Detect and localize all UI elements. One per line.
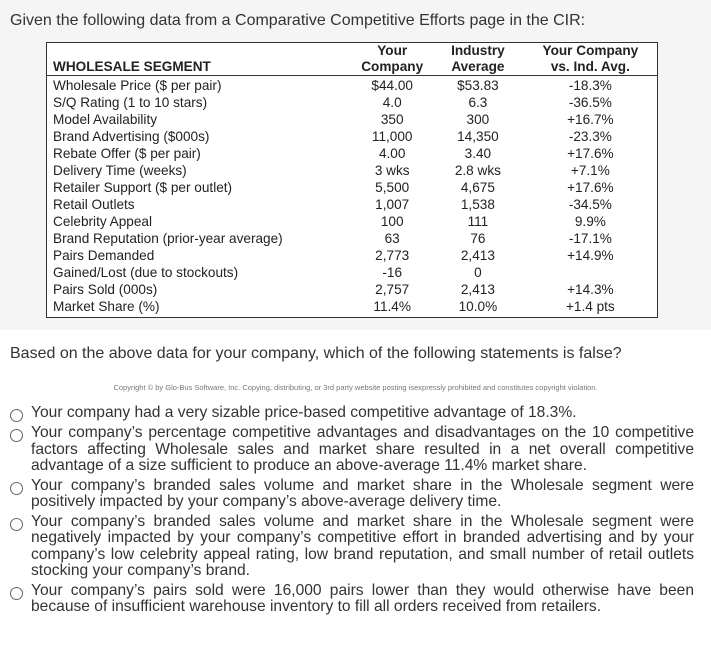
industry-average-value: 14,350 [457, 128, 499, 144]
industry-average-value: 111 [467, 213, 489, 229]
answer-options: Your company had a very sizable price-ba… [10, 404, 694, 619]
answer-option[interactable]: Your company had a very sizable price-ba… [10, 404, 694, 422]
row-label: Model Availability [53, 111, 158, 127]
table-row: S/Q Rating (1 to 10 stars) 4.0 6.3 -36.5% [47, 94, 658, 111]
vs-industry-value: +14.3% [567, 281, 614, 297]
table-row: Retailer Support ($ per outlet) 5,500 4,67… [47, 179, 658, 196]
row-label: Brand Advertising ($000s) [53, 128, 210, 144]
row-label: Pairs Demanded [53, 247, 155, 263]
header-vs-industry: Your Company vs. Ind. Avg. [523, 42, 658, 76]
answer-option-text: Your company’s percentage competitive ad… [31, 424, 694, 474]
your-company-value: 4.00 [378, 145, 406, 161]
table-row: Gained/Lost (due to stockouts) -16 0 [47, 264, 658, 281]
your-company-value: 1,007 [375, 196, 410, 212]
header-industry-average: Industry Average [432, 42, 524, 76]
answer-option[interactable]: Your company’s percentage competitive ad… [10, 424, 694, 475]
your-company-value: 5,500 [375, 179, 410, 195]
your-company-value: 3 wks [374, 162, 410, 178]
industry-average-value: 0 [474, 264, 482, 280]
your-company-value: 11,000 [371, 128, 413, 144]
header-segment: WHOLESALE SEGMENT [46, 42, 353, 76]
answer-option[interactable]: Your company’s pairs sold were 16,000 pa… [10, 581, 694, 616]
industry-average-value: 2,413 [460, 281, 495, 297]
table-row: Market Share (%) 11.4% 10.0% +1.4 pts [47, 298, 658, 318]
industry-average-value: 2.8 wks [454, 162, 501, 178]
answer-option-text: Your company’s branded sales volume and … [31, 476, 694, 510]
table-body: Wholesale Price ($ per pair) $44.00 $53.83… [47, 76, 658, 318]
row-label: Retail Outlets [53, 196, 135, 212]
table-header-row: WHOLESALE SEGMENT Your Company Industry Av… [46, 42, 658, 76]
your-company-value: 11.4% [373, 298, 411, 314]
your-company-value: 63 [384, 230, 400, 246]
answer-radio-button[interactable] [10, 586, 23, 600]
answer-option-text: Your company had a very sizable price-ba… [31, 404, 577, 421]
your-company-value: 100 [380, 213, 404, 229]
vs-industry-value: -34.5% [568, 196, 612, 212]
vs-industry-value: -17.1% [568, 230, 612, 246]
table-row: Model Availability 350 300 +16.7% [47, 111, 658, 128]
table-row: Wholesale Price ($ per pair) $44.00 $53.83… [47, 76, 658, 95]
data-section: Given the following data from a Comparat… [0, 0, 711, 330]
answer-radio-button[interactable] [10, 517, 23, 531]
table-row: Retail Outlets 1,007 1,538 -34.5% [47, 196, 658, 213]
vs-industry-value: +14.9% [567, 247, 614, 263]
vs-industry-value: +1.4 pts [565, 298, 615, 314]
industry-average-value: 4,675 [460, 179, 495, 195]
answer-option-text: Your company’s pairs sold were 16,000 pa… [31, 581, 694, 615]
row-label: Retailer Support ($ per outlet) [53, 179, 233, 195]
table-row: Rebate Offer ($ per pair) 4.00 3.40 +17.6% [47, 145, 658, 162]
vs-industry-value: 9.9% [574, 213, 606, 229]
industry-average-value: 3.40 [464, 145, 492, 161]
vs-industry-value: +17.6% [567, 179, 614, 195]
vs-industry-value: -23.3% [568, 128, 612, 144]
industry-average-value: 6.3 [468, 94, 488, 110]
table-row: Brand Reputation (prior-year average) 63 7… [47, 230, 658, 247]
table-row: Pairs Sold (000s) 2,757 2,413 +14.3% [47, 281, 658, 298]
vs-industry-value [524, 264, 658, 281]
vs-industry-value: -36.5% [568, 94, 612, 110]
industry-average-value: $53.83 [457, 77, 499, 93]
copyright-notice: Copyright © by Glo-Bus Software, Inc. Co… [113, 383, 598, 392]
row-label: Market Share (%) [53, 298, 160, 314]
industry-average-value: 1,538 [460, 196, 495, 212]
industry-average-value: 76 [470, 230, 486, 246]
your-company-value: -16 [382, 264, 403, 280]
industry-average-value: 300 [466, 111, 490, 127]
question-text: Based on the above data for your company… [10, 345, 622, 362]
row-label: Delivery Time (weeks) [53, 162, 187, 178]
vs-industry-value: +16.7% [567, 111, 614, 127]
answer-option[interactable]: Your company’s branded sales volume and … [10, 512, 694, 580]
row-label: Pairs Sold (000s) [53, 281, 158, 297]
table-row: Brand Advertising ($000s) 11,000 14,350 -23… [47, 128, 658, 145]
your-company-value: 350 [380, 111, 404, 127]
your-company-value: 4.0 [382, 94, 402, 110]
your-company-value: 2,757 [375, 281, 410, 297]
prompt-text: Given the following data from a Comparat… [10, 12, 586, 29]
answer-radio-button[interactable] [10, 481, 23, 495]
row-label: Celebrity Appeal [53, 213, 152, 229]
table-row: Pairs Demanded 2,773 2,413 +14.9% [47, 247, 658, 264]
your-company-value: $44.00 [371, 77, 413, 93]
answer-option[interactable]: Your company’s branded sales volume and … [10, 476, 694, 511]
vs-industry-value: +17.6% [567, 145, 614, 161]
industry-average-value: 10.0% [458, 298, 498, 314]
vs-industry-value: +7.1% [570, 162, 610, 178]
table-row: Delivery Time (weeks) 3 wks 2.8 wks +7.1% [47, 162, 658, 179]
answer-option-text: Your company’s branded sales volume and … [31, 512, 694, 579]
answer-radio-button[interactable] [10, 409, 23, 422]
row-label: Rebate Offer ($ per pair) [53, 145, 201, 161]
header-your-company: Your Company [352, 42, 433, 76]
row-label: Brand Reputation (prior-year average) [53, 230, 283, 246]
vs-industry-value: -18.3% [568, 77, 612, 93]
answer-radio-button[interactable] [10, 429, 23, 442]
industry-average-value: 2,413 [460, 247, 495, 263]
your-company-value: 2,773 [375, 247, 410, 263]
row-label: Gained/Lost (due to stockouts) [53, 264, 239, 280]
row-label: Wholesale Price ($ per pair) [53, 77, 222, 93]
table-row: Celebrity Appeal 100 111 9.9% [47, 213, 658, 230]
comparative-efforts-table: WHOLESALE SEGMENT Your Company Industry Av… [46, 42, 658, 318]
row-label: S/Q Rating (1 to 10 stars) [53, 94, 208, 110]
